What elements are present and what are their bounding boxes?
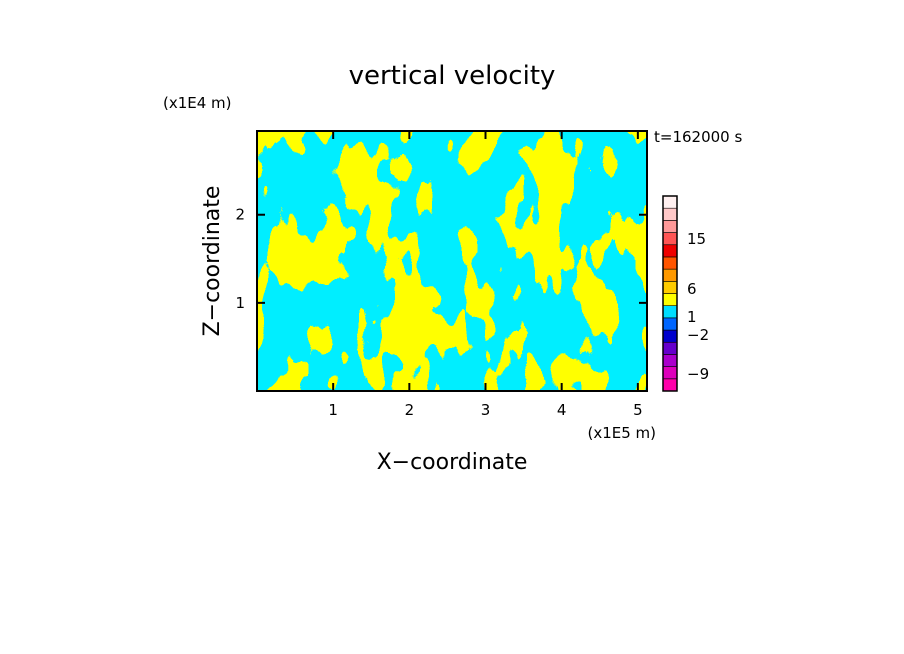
y-tick-label: 2 — [235, 206, 245, 224]
x-tick-label: 3 — [481, 401, 491, 419]
chart-title: vertical velocity — [349, 61, 556, 91]
colorbar-segment — [662, 366, 678, 380]
colorbar-segment — [662, 281, 678, 294]
colorbar-tick-label: −9 — [687, 365, 709, 383]
colorbar-segment — [662, 244, 678, 258]
colorbar-segment — [662, 378, 678, 392]
colorbar — [662, 195, 678, 392]
colorbar-segment — [662, 195, 678, 209]
colorbar-segment — [662, 207, 678, 221]
colorbar-segment — [662, 268, 678, 282]
y-axis-label: Z−coordinate — [200, 186, 225, 337]
x-tick-label: 5 — [633, 401, 643, 419]
colorbar-segment — [662, 317, 678, 331]
colorbar-segment — [662, 293, 678, 306]
field-updraft-pattern — [257, 131, 647, 391]
colorbar-segment — [662, 341, 678, 355]
colorbar-segment — [662, 354, 678, 367]
velocity-field — [257, 131, 647, 391]
x-axis-label: X−coordinate — [377, 450, 528, 475]
colorbar-tick-label: 15 — [687, 230, 706, 248]
colorbar-segment — [662, 232, 678, 246]
colorbar-segment — [662, 256, 678, 270]
time-label: t=162000 s — [654, 128, 742, 146]
colorbar-labels: 15 6 1−2 −9 — [687, 230, 709, 383]
colorbar-tick-label: −2 — [687, 326, 709, 344]
plot-frame — [256, 130, 648, 392]
colorbar-tick-label: 1 — [687, 308, 697, 326]
colorbar-segment — [662, 220, 678, 233]
x-tick-label: 2 — [405, 401, 415, 419]
x-axis: 1 2 3 4 5 — [328, 131, 643, 419]
x-unit-label: (x1E5 m) — [587, 424, 656, 442]
colorbar-segment — [662, 329, 678, 343]
colorbar-tick-label: 6 — [687, 280, 697, 298]
colorbar-segment — [662, 305, 678, 319]
y-unit-label: (x1E4 m) — [163, 94, 232, 112]
x-tick-label: 1 — [328, 401, 338, 419]
y-axis: 12 — [235, 206, 647, 312]
y-tick-label: 1 — [235, 294, 245, 312]
x-tick-label: 4 — [557, 401, 567, 419]
colorbar-frame — [662, 195, 678, 392]
